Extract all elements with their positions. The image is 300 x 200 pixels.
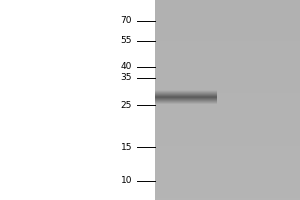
Text: 55: 55 xyxy=(121,36,132,45)
Text: 15: 15 xyxy=(121,143,132,152)
Text: 25: 25 xyxy=(121,101,132,110)
Text: 70: 70 xyxy=(121,16,132,25)
Text: 35: 35 xyxy=(121,73,132,82)
Text: 40: 40 xyxy=(121,62,132,71)
Text: KDa: KDa xyxy=(112,0,132,1)
Text: 10: 10 xyxy=(121,176,132,185)
